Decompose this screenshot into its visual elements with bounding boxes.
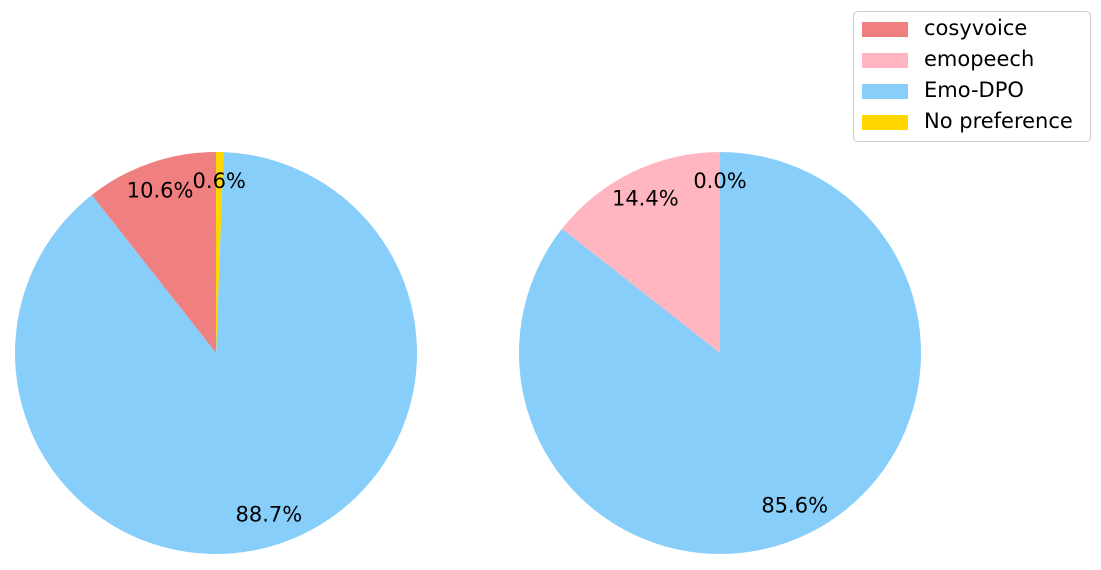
- legend-swatch: [862, 53, 908, 68]
- pie-slice: [216, 152, 224, 353]
- legend-swatch: [862, 84, 908, 99]
- pie-slice: [519, 152, 921, 555]
- slice-label: 0.6%: [193, 169, 246, 193]
- pie-slice: [561, 152, 720, 353]
- legend-frame: [853, 11, 1091, 142]
- pie-slice: [15, 152, 417, 555]
- legend-swatch: [862, 22, 908, 37]
- slice-label: 0.0%: [693, 169, 746, 193]
- slice-label: 85.6%: [761, 494, 828, 518]
- legend-label: Emo-DPO: [924, 78, 1024, 102]
- legend-label: No preference: [924, 109, 1073, 133]
- legend-swatch: [862, 115, 908, 130]
- slice-label: 14.4%: [612, 186, 679, 210]
- slice-label: 10.6%: [127, 179, 194, 203]
- slice-label: 88.7%: [235, 502, 302, 526]
- legend-label: emopeech: [924, 47, 1034, 71]
- legend-label: cosyvoice: [924, 16, 1027, 40]
- pie-slice: [91, 152, 216, 353]
